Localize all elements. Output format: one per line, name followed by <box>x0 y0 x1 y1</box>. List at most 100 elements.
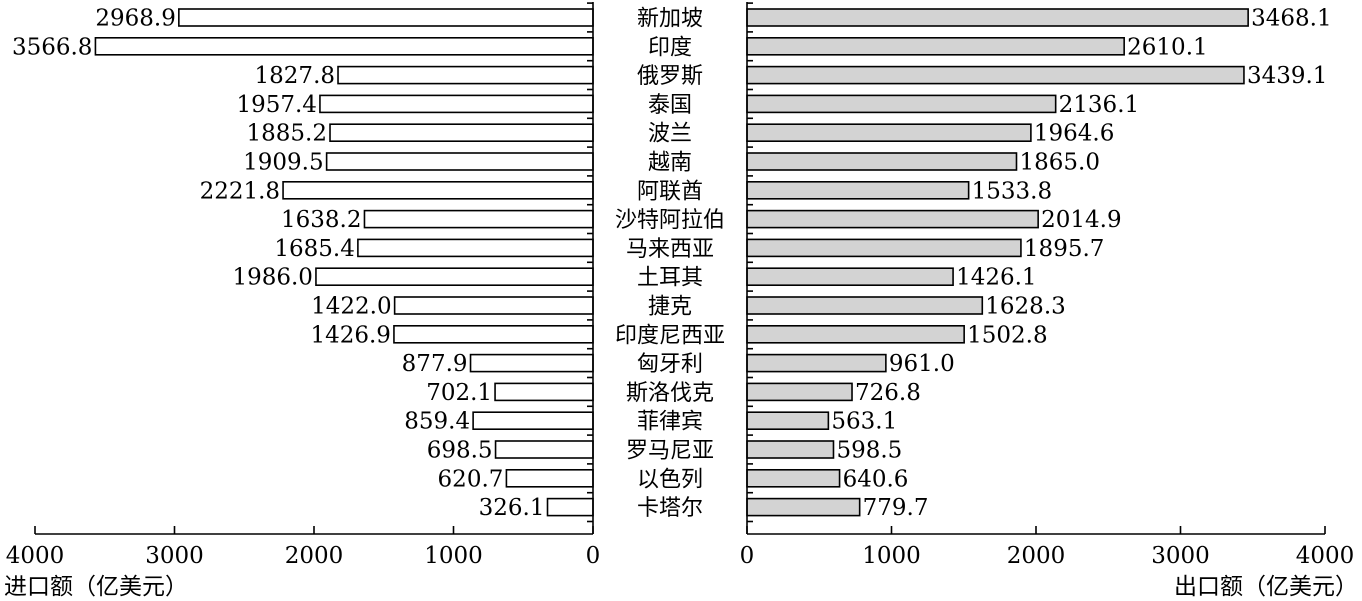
import-bar <box>393 296 594 315</box>
import-axis-title: 进口额（亿美元） <box>4 574 188 600</box>
import-bar <box>282 181 594 200</box>
export-bar <box>746 209 1039 229</box>
export-axis-title: 出口额（亿美元） <box>1174 574 1358 600</box>
category-label: 菲律宾 <box>637 410 703 435</box>
export-bar <box>746 411 830 431</box>
import-bar <box>178 8 594 27</box>
export-bar <box>746 382 853 402</box>
export-data-label: 1502.8 <box>967 322 1047 348</box>
axis-tick-label: 1000 <box>862 543 921 569</box>
axis-tick-label: 0 <box>740 543 755 569</box>
import-data-label: 620.7 <box>438 466 504 492</box>
import-bar <box>357 238 594 258</box>
export-bar <box>746 324 965 344</box>
import-bar <box>472 411 594 431</box>
export-bar <box>746 152 1018 171</box>
import-data-label: 1426.9 <box>310 322 390 348</box>
axis-tick-label: 4000 <box>6 543 65 569</box>
axis-tick-label: 1000 <box>424 543 483 569</box>
import-bar <box>494 440 594 459</box>
category-label: 匈牙利 <box>637 352 703 377</box>
export-data-label: 3439.1 <box>1247 63 1327 89</box>
import-bar <box>546 497 594 517</box>
axis-tick-label: 0 <box>586 543 601 569</box>
export-data-label: 1964.6 <box>1034 121 1114 147</box>
import-bar <box>325 152 594 171</box>
import-bar <box>337 65 594 85</box>
export-data-label: 1628.3 <box>985 294 1065 320</box>
export-data-label: 2014.9 <box>1041 207 1121 233</box>
import-bar <box>329 123 594 142</box>
import-data-label: 859.4 <box>404 409 470 435</box>
export-data-label: 598.5 <box>836 438 902 464</box>
import-data-label: 1986.0 <box>232 265 312 291</box>
export-data-label: 3468.1 <box>1251 6 1331 32</box>
import-bar <box>505 468 594 488</box>
category-label: 印度尼西亚 <box>615 323 725 348</box>
category-label: 泰国 <box>648 93 692 118</box>
export-data-label: 2136.1 <box>1059 92 1139 118</box>
export-bar <box>746 440 835 459</box>
import-bar <box>315 267 594 287</box>
category-label: 卡塔尔 <box>637 496 703 521</box>
category-labels: 新加坡印度俄罗斯泰国波兰越南阿联酋沙特阿拉伯马来西亚土耳其捷克印度尼西亚匈牙利斯… <box>615 7 725 522</box>
export-bar <box>746 353 887 373</box>
export-bar <box>746 238 1022 258</box>
import-data-label: 1685.4 <box>274 236 354 262</box>
import-bar <box>469 353 594 373</box>
import-data-label: 1957.4 <box>236 92 316 118</box>
import-axis: 4000 3000 2000 1000 0 <box>6 2 601 569</box>
import-data-label: 698.5 <box>427 438 493 464</box>
import-data-label: 2221.8 <box>200 178 280 204</box>
import-bar <box>319 94 594 114</box>
import-data-label: 1909.5 <box>243 150 323 176</box>
category-label: 土耳其 <box>637 266 703 291</box>
export-data-label: 640.6 <box>843 466 909 492</box>
category-label: 阿联酋 <box>637 179 703 204</box>
import-data-label: 1422.0 <box>311 294 391 320</box>
export-bar <box>746 497 861 517</box>
import-bar <box>94 36 594 56</box>
category-label: 印度 <box>648 35 692 60</box>
export-bars: 3468.1 2610.1 3439.1 2136.1 1964.6 1865.01533… <box>746 6 1332 521</box>
export-data-label: 1865.0 <box>1019 150 1099 176</box>
import-data-label: 3566.8 <box>12 34 92 60</box>
export-data-label: 779.7 <box>863 495 929 521</box>
axis-tick-label: 3000 <box>1151 543 1210 569</box>
import-data-label: 1827.8 <box>255 63 335 89</box>
import-bar <box>393 324 594 344</box>
export-bar <box>746 94 1057 114</box>
category-label: 沙特阿拉伯 <box>615 208 725 233</box>
export-bar <box>746 181 970 200</box>
category-label: 罗马尼亚 <box>626 439 714 464</box>
category-label: 斯洛伐克 <box>626 381 714 406</box>
import-bar <box>494 382 594 402</box>
export-bar <box>746 8 1249 27</box>
axis-tick-label: 4000 <box>1296 543 1355 569</box>
import-data-label: 1885.2 <box>247 121 327 147</box>
export-data-label: 1895.7 <box>1024 236 1104 262</box>
category-label: 新加坡 <box>637 7 703 32</box>
export-bar <box>746 468 841 488</box>
export-data-label: 726.8 <box>855 380 921 406</box>
import-data-label: 2968.9 <box>95 6 175 32</box>
category-label: 捷克 <box>648 295 692 320</box>
category-label: 波兰 <box>648 122 692 147</box>
export-data-label: 2610.1 <box>1127 34 1207 60</box>
import-data-label: 1638.2 <box>281 207 361 233</box>
export-bar <box>746 123 1032 142</box>
export-data-label: 1426.1 <box>956 265 1036 291</box>
import-bar <box>363 209 594 229</box>
export-bar <box>746 65 1245 85</box>
export-data-label: 1533.8 <box>972 178 1052 204</box>
import-data-label: 702.1 <box>426 380 492 406</box>
export-bar <box>746 267 954 287</box>
export-data-label: 961.0 <box>889 351 955 377</box>
export-axis: 0 1000 2000 3000 4000 <box>740 2 1355 569</box>
category-label: 马来西亚 <box>626 237 714 262</box>
axis-tick-label: 2000 <box>285 543 344 569</box>
category-label: 俄罗斯 <box>637 64 703 89</box>
import-data-label: 326.1 <box>479 495 545 521</box>
